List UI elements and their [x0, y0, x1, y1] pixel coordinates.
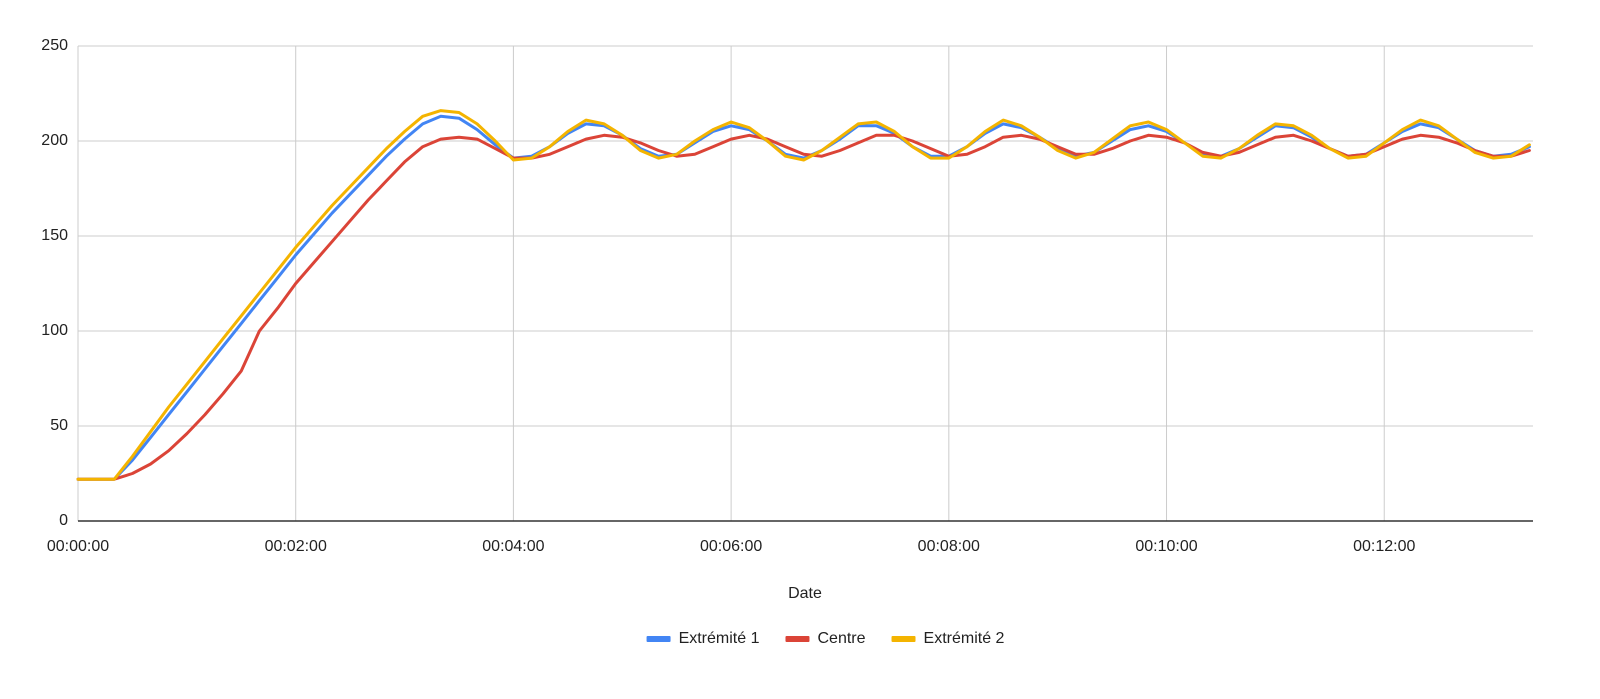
- legend: Extrémité 1 Centre Extrémité 2: [646, 630, 1005, 647]
- y-tick-label: 0: [59, 512, 68, 529]
- legend-swatch: [785, 636, 810, 642]
- series-line: [76, 109, 1531, 481]
- series-line: [76, 114, 1531, 481]
- x-tick-label: 00:08:00: [918, 538, 980, 555]
- legend-label: Extrémité 1: [679, 630, 760, 647]
- legend-swatch: [891, 636, 916, 642]
- y-tick-label: 250: [41, 37, 68, 54]
- legend-label: Extrémité 2: [924, 630, 1005, 647]
- legend-swatch: [646, 636, 671, 642]
- y-tick-label: 200: [41, 132, 68, 149]
- x-axis-label: Date: [788, 585, 822, 602]
- x-tick-label: 00:04:00: [482, 538, 544, 555]
- x-tick-label: 00:12:00: [1353, 538, 1415, 555]
- series-line: [76, 133, 1531, 481]
- x-tick-label: 00:00:00: [47, 538, 109, 555]
- x-tick-label: 00:02:00: [265, 538, 327, 555]
- y-tick-label: 150: [41, 227, 68, 244]
- x-tick-label: 00:10:00: [1135, 538, 1197, 555]
- legend-label: Centre: [817, 630, 865, 647]
- y-tick-label: 100: [41, 322, 68, 339]
- x-tick-label: 00:06:00: [700, 538, 762, 555]
- y-tick-label: 50: [50, 417, 68, 434]
